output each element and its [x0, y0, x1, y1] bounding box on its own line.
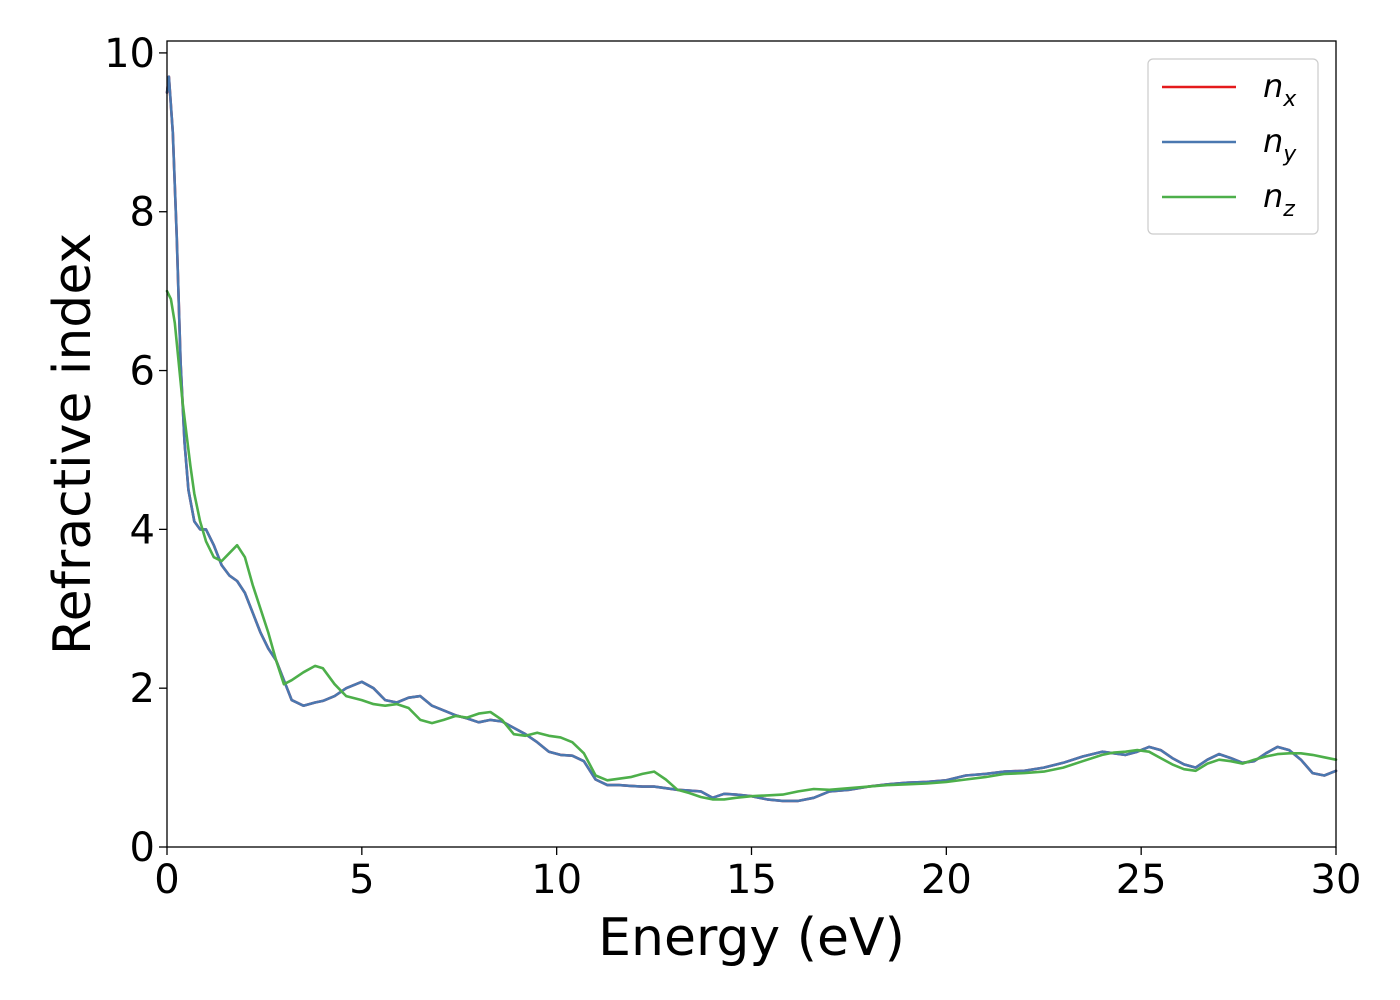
x-tick-label: 20: [921, 857, 972, 903]
legend-entry-nz: nz: [1263, 177, 1295, 222]
series-line-ny: [165, 75, 1338, 803]
legend: nx ny nz: [1147, 58, 1319, 235]
x-axis-ticks: 0 5 10 15 20 25 30: [154, 847, 1361, 903]
y-tick-label: 0: [130, 825, 155, 871]
x-tick-label: 30: [1311, 857, 1362, 903]
y-tick-label: 8: [130, 190, 155, 236]
y-tick-label: 6: [130, 349, 155, 395]
y-axis-ticks: 0 2 4 6 8 10: [104, 31, 167, 871]
x-tick-label: 15: [726, 857, 777, 903]
x-tick-label: 0: [154, 857, 179, 903]
y-tick-label: 2: [130, 666, 155, 712]
y-tick-label: 4: [130, 507, 155, 553]
x-tick-label: 25: [1116, 857, 1167, 903]
legend-box: [1147, 58, 1319, 235]
legend-entry-nx: nx: [1263, 67, 1297, 112]
plot-lines: [165, 75, 1338, 803]
legend-entry-ny: ny: [1263, 122, 1297, 167]
x-tick-label: 5: [349, 857, 374, 903]
x-tick-label: 10: [531, 857, 582, 903]
y-tick-label: 10: [104, 31, 155, 77]
y-axis-label: Refractive index: [43, 233, 103, 655]
series-line-nz: [165, 289, 1338, 801]
x-axis-label: Energy (eV): [598, 908, 905, 968]
